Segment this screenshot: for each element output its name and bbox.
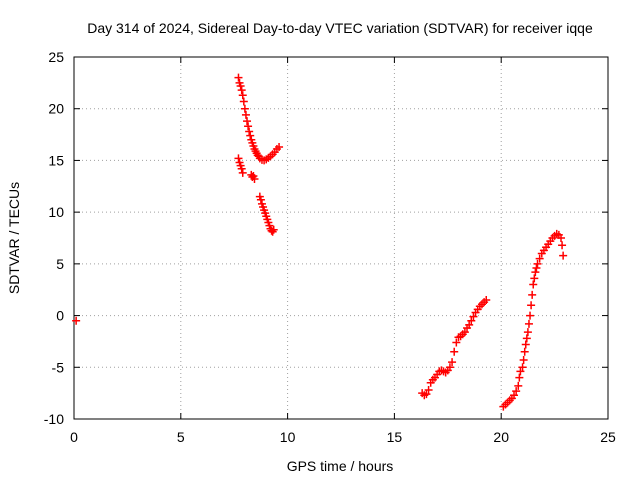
data-point-marker (234, 73, 243, 82)
data-point-marker (515, 373, 524, 382)
data-point-marker (256, 195, 265, 204)
data-point-marker (522, 334, 531, 343)
chart-title: Day 314 of 2024, Sidereal Day-to-day VTE… (87, 20, 593, 36)
data-points (72, 73, 568, 411)
data-point-marker (558, 241, 567, 250)
data-point-marker (533, 259, 542, 268)
series-segment-night-rise (499, 229, 568, 411)
data-point-marker (510, 391, 519, 400)
y-tick-label: 10 (48, 204, 64, 220)
data-point-marker (512, 387, 521, 396)
data-point-marker (445, 363, 454, 372)
data-point-marker (275, 142, 284, 151)
data-point-marker (530, 274, 539, 283)
data-point-marker (448, 358, 457, 367)
y-tick-label: 5 (56, 256, 64, 272)
data-point-marker (240, 104, 249, 113)
data-point-marker (482, 296, 491, 305)
data-point-marker (532, 263, 541, 272)
data-point-marker (520, 347, 529, 356)
data-point-marker (250, 175, 259, 184)
y-tick-label: 25 (48, 49, 64, 65)
data-point-marker (450, 347, 459, 356)
y-tick-label: 0 (56, 308, 64, 324)
data-point-marker (243, 117, 252, 126)
x-tick-label: 10 (280, 429, 296, 445)
data-point-marker (521, 340, 530, 349)
data-point-marker (269, 225, 278, 234)
data-point-marker (528, 290, 537, 299)
data-point-marker (72, 316, 81, 325)
data-point-marker (239, 97, 248, 106)
x-tick-label: 20 (493, 429, 509, 445)
data-point-marker (531, 268, 540, 277)
data-point-marker (514, 381, 523, 390)
data-point-marker (535, 254, 544, 263)
data-point-marker (559, 251, 568, 260)
data-point-marker (529, 280, 538, 289)
data-point-marker (452, 338, 461, 347)
x-tick-labels: 0 5 10 15 20 25 (70, 429, 616, 445)
data-point-marker (422, 390, 431, 399)
series-segment-early (72, 316, 81, 325)
data-point-marker (467, 316, 476, 325)
data-point-marker (238, 168, 247, 177)
data-point-marker (469, 312, 478, 321)
data-point-marker (524, 319, 533, 328)
data-point-marker (236, 81, 245, 90)
data-point-marker (244, 122, 253, 131)
series-segment-evening-rise (418, 296, 491, 400)
series-segment-lower-arc (234, 154, 278, 236)
series-segment-upper-arc (234, 73, 284, 165)
x-tick-label: 25 (600, 429, 616, 445)
y-tick-label: -5 (52, 359, 65, 375)
data-point-marker (523, 328, 532, 337)
data-point-marker (526, 311, 535, 320)
data-point-marker (460, 328, 469, 337)
data-point-marker (241, 110, 250, 119)
data-point-marker (516, 367, 525, 376)
x-axis-title: GPS time / hours (287, 458, 394, 474)
data-point-marker (245, 127, 254, 136)
y-tick-labels: -10 -5 0 5 10 15 20 25 (44, 49, 64, 427)
data-point-marker (237, 164, 246, 173)
y-tick-label: 20 (48, 101, 64, 117)
data-point-marker (518, 363, 527, 372)
data-point-marker (557, 234, 566, 242)
y-tick-label: 15 (48, 152, 64, 168)
data-point-marker (246, 131, 255, 140)
y-axis-title: SDTVAR / TECUs (6, 182, 22, 294)
x-tick-label: 5 (177, 429, 185, 445)
data-point-marker (465, 320, 474, 329)
data-point-marker (237, 86, 246, 95)
data-point-marker (424, 386, 433, 395)
data-point-marker (238, 91, 247, 100)
x-tick-label: 0 (70, 429, 78, 445)
x-tick-label: 15 (387, 429, 403, 445)
plot-frame (73, 56, 609, 420)
data-point-marker (527, 301, 536, 310)
data-point-marker (519, 356, 528, 365)
y-tick-label: -10 (44, 411, 64, 427)
data-point-marker (234, 154, 243, 163)
